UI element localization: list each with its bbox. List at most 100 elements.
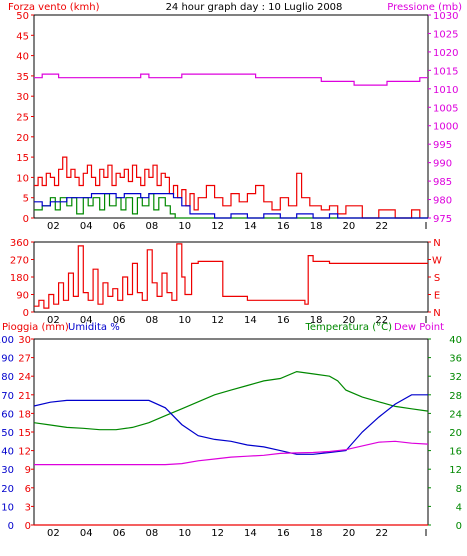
y-right-tick-label: 1000 xyxy=(433,122,458,133)
y-left-tick-label: 180 xyxy=(10,273,29,284)
y-right-tick-label: N xyxy=(433,238,440,249)
y-left-tick-label: 12 xyxy=(18,447,31,458)
x-tick-label: 20 xyxy=(343,528,356,539)
wind-axis-title: Forza vento (kmh) xyxy=(8,2,100,13)
y-right-tick-label: 1010 xyxy=(433,85,458,96)
y-left-tick-label: 30 xyxy=(16,92,29,103)
p3-ticks: 02 04 06 08 10 12 14 16 18 20 22036912151821242730… xyxy=(0,335,462,539)
x-tick-label: 06 xyxy=(113,221,126,232)
y-left-tick-label: 21 xyxy=(18,391,31,402)
y-left-tick-label: 0 xyxy=(23,308,29,319)
y-right-tick-label: 20 xyxy=(449,428,462,439)
y-left2-tick-label: 40 xyxy=(1,447,14,458)
y-left2-tick-label: 50 xyxy=(1,428,14,439)
series-red-line xyxy=(34,243,428,309)
rain-axis-title: Pioggia (mm) xyxy=(2,322,69,333)
x-tick-label: 02 xyxy=(47,315,60,326)
x-tick-label: 22 xyxy=(375,315,388,326)
x-tick-label: 04 xyxy=(80,221,93,232)
p2-series xyxy=(34,243,428,309)
y-right-tick-label: 1020 xyxy=(433,48,458,59)
x-tick-label: 14 xyxy=(244,528,257,539)
y-right-tick-label: S xyxy=(434,273,440,284)
x-tick-label: 18 xyxy=(310,315,323,326)
y-left-tick-label: 25 xyxy=(16,113,29,124)
p1-plot-area xyxy=(33,14,429,219)
y-right-tick-label: 1015 xyxy=(433,66,458,77)
x-tick-label: 04 xyxy=(80,315,93,326)
y-left-tick-label: 18 xyxy=(18,409,31,420)
y-left-tick-label: 5 xyxy=(23,194,29,205)
y-right-tick-label: 985 xyxy=(433,177,452,188)
series-green-line xyxy=(33,370,429,431)
x-tick-label: 02 xyxy=(47,221,60,232)
y-left-tick-label: 90 xyxy=(16,291,29,302)
y-left-tick-label: 10 xyxy=(16,173,29,184)
page-title: 24 hour graph day : 10 Luglio 2008 xyxy=(166,2,343,13)
y-left-tick-label: 270 xyxy=(10,256,29,267)
series-green-line xyxy=(34,193,428,219)
temperature-axis-title: Temperatura (°C) xyxy=(304,322,392,333)
x-tick-label: 22 xyxy=(375,528,388,539)
y-left-tick-label: 15 xyxy=(16,153,29,164)
y-left-tick-label: 3 xyxy=(25,502,31,513)
x-tick-label: 20 xyxy=(343,315,356,326)
y-right-tick-label: 0 xyxy=(456,521,462,532)
dewpoint-axis-title: Dew Point xyxy=(394,322,444,333)
y-left2-tick-label: 20 xyxy=(1,484,14,495)
y-left-tick-label: 40 xyxy=(16,52,29,63)
x-tick-label: 18 xyxy=(310,528,323,539)
x-tick-label: 18 xyxy=(310,221,323,232)
x-tick-label: 22 xyxy=(375,221,388,232)
p1-series xyxy=(34,73,428,219)
p2-plot-area xyxy=(33,241,429,313)
series-blue-line xyxy=(34,193,428,219)
y-right-tick-label: 1030 xyxy=(433,11,458,22)
y-right-tick-label: 995 xyxy=(433,140,452,151)
y-left2-tick-label: 80 xyxy=(1,372,14,383)
x-tick-label: 06 xyxy=(113,528,126,539)
y-left-tick-label: 0 xyxy=(23,214,29,225)
series-blue-line xyxy=(33,394,428,455)
series-magenta-line xyxy=(34,440,429,466)
x-tick-label: 12 xyxy=(211,528,224,539)
y-right-tick-label: 975 xyxy=(433,214,452,225)
humidity-axis-title: Umidita % xyxy=(68,322,120,333)
x-tick-label: 16 xyxy=(277,528,290,539)
x-tick-label: 08 xyxy=(146,528,159,539)
x-tick-label: 02 xyxy=(47,528,60,539)
y-left2-tick-label: 70 xyxy=(1,391,14,402)
y-right-tick-label: 32 xyxy=(449,372,462,383)
y-left2-tick-label: 0 xyxy=(8,521,14,532)
y-left2-tick-label: 30 xyxy=(1,465,14,476)
y-right-tick-label: N xyxy=(433,308,440,319)
y-left-tick-label: 27 xyxy=(18,354,31,365)
y-left-tick-label: 6 xyxy=(25,484,31,495)
y-left-tick-label: 35 xyxy=(16,72,29,83)
y-left-tick-label: 15 xyxy=(18,428,31,439)
x-tick-label: 06 xyxy=(113,315,126,326)
pressure-axis-title: Pressione (mb) xyxy=(387,2,462,13)
y-right-tick-label: 8 xyxy=(456,484,462,495)
y-left-tick-label: 9 xyxy=(25,465,31,476)
x-tick-label: 16 xyxy=(277,221,290,232)
y-left2-tick-label: 10 xyxy=(1,502,14,513)
y-right-tick-label: 24 xyxy=(449,409,462,420)
y-right-tick-label: W xyxy=(432,256,442,267)
x-tick-label: 14 xyxy=(244,315,257,326)
y-left2-tick-label: 100 xyxy=(0,335,14,346)
y-right-tick-label: E xyxy=(434,291,440,302)
y-left-tick-label: 0 xyxy=(25,521,31,532)
y-left2-tick-label: 90 xyxy=(1,354,14,365)
x-tick-label: 12 xyxy=(211,221,224,232)
x-tick-label: 14 xyxy=(244,221,257,232)
x-tick-label: 20 xyxy=(343,221,356,232)
y-right-tick-label: 4 xyxy=(456,502,462,513)
x-tick-label: 08 xyxy=(146,221,159,232)
y-right-tick-label: 980 xyxy=(433,196,452,207)
series-red-line xyxy=(34,156,421,219)
y-left-tick-label: 24 xyxy=(18,372,31,383)
p3-series xyxy=(33,370,429,526)
